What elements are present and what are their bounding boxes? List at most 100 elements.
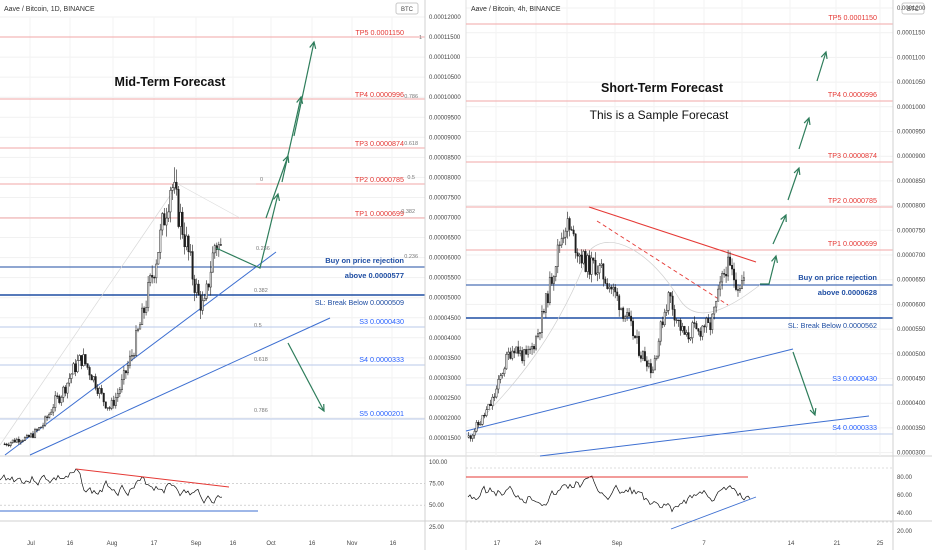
right-rsi-pane[interactable]: 80.00 60.00 40.00 20.00 — [466, 467, 913, 535]
right-candle — [507, 351, 510, 355]
right-candle — [539, 332, 541, 334]
right-rsi-tick: 80.00 — [897, 475, 913, 481]
left-candle — [114, 397, 117, 406]
right-candle — [717, 288, 720, 302]
left-level-label-8: S3 0.0000430 — [359, 317, 404, 326]
right-candle — [657, 340, 660, 357]
left-candle — [167, 211, 170, 219]
left-candle — [36, 429, 39, 431]
right-price-axis[interactable]: BTC 0.0001200 0.0001150 0.0001100 0.0001050… — [892, 0, 926, 550]
right-candle — [667, 292, 670, 311]
right-level-label-1: TP4 0.0000996 — [828, 90, 877, 99]
left-candle — [50, 411, 53, 415]
right-moving-average — [479, 241, 761, 421]
left-candle — [195, 283, 198, 293]
left-arrow-up-1-head — [273, 192, 281, 201]
right-candle — [689, 337, 692, 340]
left-arrow-down-head — [318, 403, 325, 413]
right-candle — [695, 323, 698, 330]
left-candle — [165, 217, 168, 226]
left-price-tick: 0.00006000 — [429, 256, 461, 262]
right-candle — [477, 422, 480, 426]
right-arrow-down — [792, 351, 816, 416]
right-candle — [723, 273, 726, 275]
right-candle — [523, 349, 526, 362]
right-candle — [535, 336, 537, 350]
left-price-tick: 0.00012000 — [429, 15, 461, 21]
right-level-label-3: TP2 0.0000785 — [828, 196, 877, 205]
right-chart-panel[interactable]: Aave / Bitcoin, 4h, BINANCE Short-Term F… — [465, 0, 893, 550]
right-forecast-title: Short-Term Forecast — [601, 81, 724, 95]
right-candle — [596, 272, 599, 275]
left-arrow-up-2 — [265, 155, 289, 219]
left-btc-badge: BTC — [401, 7, 414, 13]
right-candle — [632, 320, 634, 337]
right-candle — [699, 330, 702, 337]
right-price-tick: 0.0000900 — [897, 154, 926, 160]
left-time-tick: 16 — [309, 541, 316, 547]
left-fib-label-3: 0.5 — [407, 175, 415, 181]
right-time-axis[interactable]: 17 24 Sep 7 14 21 25 — [494, 541, 884, 547]
left-candle — [120, 379, 123, 390]
left-candle — [78, 355, 81, 361]
left-candle — [108, 407, 111, 409]
right-candle — [610, 286, 613, 290]
right-candle — [691, 322, 694, 339]
right-candle — [572, 229, 575, 235]
left-candle — [52, 407, 55, 413]
left-candle — [197, 283, 200, 296]
left-candle — [60, 397, 63, 403]
left-price-axis[interactable]: BTC 0.00012000 0.00011500 0.00011000 0.0001… — [395, 0, 461, 550]
left-time-tick: Jul — [27, 541, 35, 547]
right-rsi-tick: 40.00 — [897, 511, 913, 517]
left-candle — [213, 245, 216, 254]
left-time-axis[interactable]: Jul 16 Aug 17 Sep 16 Oct 16 Nov 16 — [27, 541, 397, 547]
right-price-tick: 0.0000750 — [897, 228, 926, 234]
left-candle — [54, 395, 57, 408]
right-candle — [693, 322, 696, 324]
left-candle — [137, 328, 140, 331]
right-candle — [622, 307, 625, 319]
right-candle — [467, 435, 470, 438]
right-candle — [521, 350, 524, 362]
right-candle — [554, 266, 557, 277]
left-candle — [104, 401, 107, 409]
right-candle — [576, 252, 579, 257]
left-price-tick: 0.00007500 — [429, 195, 461, 201]
right-arrow-up-2-head — [780, 213, 787, 223]
left-candle — [90, 374, 93, 381]
right-candle — [634, 335, 636, 338]
right-candle — [721, 273, 724, 283]
left-candle — [70, 373, 73, 379]
left-level-label-10: S5 0.0000201 — [359, 409, 404, 418]
right-candle — [647, 363, 650, 367]
left-chart-panel[interactable]: Aave / Bitcoin, 1D, BINANCE Mid-Term For… — [0, 0, 425, 456]
left-candle — [30, 433, 33, 438]
right-candle — [580, 254, 583, 264]
right-candle — [735, 279, 737, 290]
left-candle — [82, 354, 85, 366]
right-price-tick: 0.0000350 — [897, 426, 926, 432]
right-price-tick: 0.0000850 — [897, 179, 926, 185]
left-price-tick: 0.00011500 — [429, 35, 461, 41]
right-level-label-4: TP1 0.0000699 — [828, 239, 877, 248]
left-candle — [66, 382, 69, 394]
left-candle — [135, 330, 138, 356]
left-arrow-down — [287, 342, 325, 412]
left-candle — [203, 298, 206, 301]
left-candle — [74, 363, 77, 372]
right-candle — [584, 251, 587, 272]
right-candle — [499, 375, 502, 380]
right-candle — [491, 396, 494, 406]
right-candle — [519, 350, 522, 354]
right-candle — [630, 315, 633, 322]
left-candle — [157, 252, 160, 265]
right-candle — [513, 350, 516, 354]
right-arrow-down-head — [809, 407, 817, 417]
right-arrow-up-2 — [772, 214, 787, 245]
right-price-tick: 0.0001000 — [897, 105, 926, 111]
right-price-tick: 0.0001200 — [897, 6, 926, 12]
left-candle — [92, 376, 95, 381]
left-fib-guide — [0, 183, 179, 446]
